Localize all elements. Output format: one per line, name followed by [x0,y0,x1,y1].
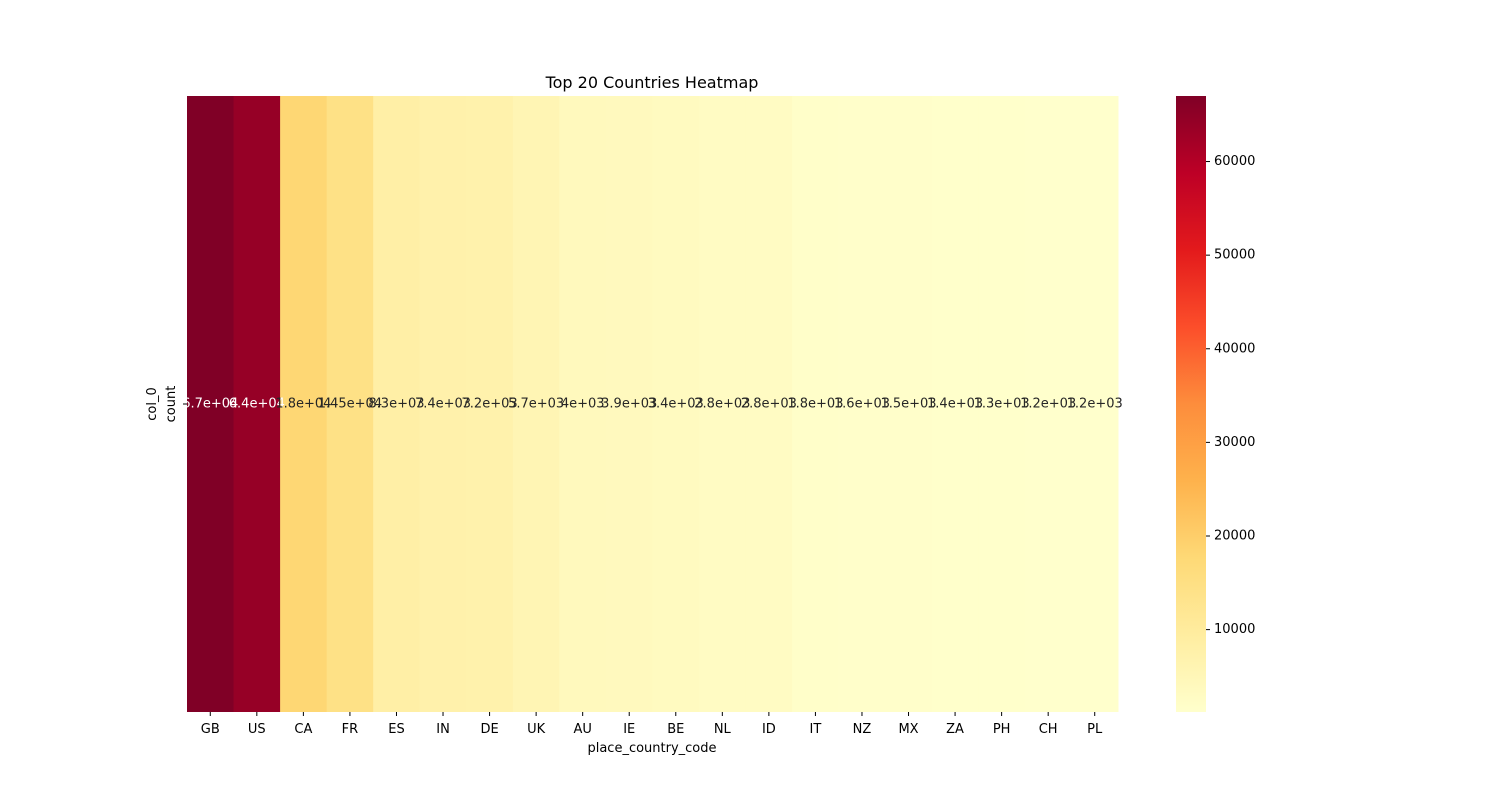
chart-title: Top 20 Countries Heatmap [545,73,759,92]
x-tick-label-us: US [248,722,266,737]
cell-annotation-uk: 5.7e+03 [508,397,564,412]
x-tick-label-au: AU [573,722,591,737]
colorbar-tick-label: 20000 [1214,529,1255,544]
heatmap-cell-mx [885,96,933,712]
cell-annotation-id: 2.8e+03 [741,397,797,412]
heatmap-cell-fr [326,96,374,712]
y-tick-label: count [164,386,179,423]
x-tick-label-ch: CH [1039,722,1058,737]
colorbar-tick-label: 50000 [1214,248,1255,263]
x-tick-label-mx: MX [898,722,918,737]
x-tick-label-za: ZA [946,722,964,737]
heatmap-cell-be [652,96,700,712]
cell-annotation-mx: 1.5e+03 [880,397,936,412]
heatmap-cell-it [792,96,840,712]
cell-annotations: 6.7e+046.4e+041.8e+041.45e+048.3e+037.4e… [182,397,1123,412]
cell-annotation-au: 4e+03 [561,397,605,412]
cell-annotation-za: 1.4e+03 [927,397,983,412]
cell-annotation-fr: 1.45e+04 [318,397,382,412]
colorbar-gradient [1176,96,1206,712]
y-axis: count col_0 [145,386,187,423]
x-tick-label-gb: GB [201,722,220,737]
heatmap-cell-id [745,96,793,712]
cell-annotation-ca: 1.8e+04 [275,397,331,412]
x-tick-label-nl: NL [714,722,732,737]
heatmap-cell-de [466,96,514,712]
cell-annotation-us: 6.4e+04 [229,397,285,412]
cell-annotation-ph: 1.3e+03 [974,397,1030,412]
y-axis-label: col_0 [145,387,160,420]
colorbar-tick-label: 40000 [1214,341,1255,356]
colorbar-tick-label: 60000 [1214,154,1255,169]
cell-annotation-be: 3.4e+03 [648,397,704,412]
cell-annotation-ch: 1.2e+03 [1020,397,1076,412]
x-axis-ticks: GB US CA FR ES IN DE UK AU IE BE NL ID IT NZ MX ZA PH CH PL [201,712,1103,737]
heatmap-cell-uk [512,96,560,712]
x-tick-label-pl: PL [1087,722,1103,737]
cell-annotation-nz: 1.6e+03 [834,397,890,412]
x-tick-label-ca: CA [294,722,312,737]
colorbar-ticks: 10000 20000 30000 40000 50000 60000 [1206,154,1255,637]
heatmap-cell-us [233,96,281,712]
colorbar-tick-label: 10000 [1214,622,1255,637]
x-tick-label-ph: PH [993,722,1011,737]
x-tick-label-de: DE [480,722,498,737]
heatmap-cell-in [419,96,467,712]
x-tick-label-fr: FR [342,722,359,737]
x-tick-label-in: IN [436,722,450,737]
heatmap-cell-nz [838,96,886,712]
heatmap-cell-au [559,96,607,712]
x-tick-label-es: ES [388,722,404,737]
heatmap-cells [187,96,1119,712]
x-axis-label: place_country_code [587,741,716,756]
heatmap-cell-ch [1024,96,1072,712]
cell-annotation-es: 8.3e+03 [368,397,424,412]
x-tick-label-id: ID [762,722,776,737]
x-tick-label-be: BE [667,722,684,737]
colorbar-tick-label: 30000 [1214,435,1255,450]
x-tick-label-it: IT [810,722,822,737]
cell-annotation-gb: 6.7e+04 [182,397,238,412]
heatmap-cell-ca [280,96,328,712]
heatmap-cell-za [931,96,979,712]
heatmap-cell-es [373,96,421,712]
cell-annotation-de: 7.2e+03 [462,397,518,412]
x-tick-label-ie: IE [623,722,635,737]
x-tick-label-nz: NZ [853,722,872,737]
heatmap-cell-ph [978,96,1026,712]
cell-annotation-in: 7.4e+03 [415,397,471,412]
cell-annotation-it: 1.8e+03 [787,397,843,412]
cell-annotation-pl: 1.2e+03 [1067,397,1123,412]
heatmap-cell-gb [187,96,235,712]
cell-annotation-ie: 3.9e+03 [601,397,657,412]
heatmap-cell-ie [605,96,653,712]
heatmap-cell-nl [699,96,747,712]
colorbar: 10000 20000 30000 40000 50000 60000 [1176,96,1255,712]
heatmap-cell-pl [1071,96,1119,712]
cell-annotation-nl: 2.8e+03 [694,397,750,412]
x-tick-label-uk: UK [527,722,546,737]
